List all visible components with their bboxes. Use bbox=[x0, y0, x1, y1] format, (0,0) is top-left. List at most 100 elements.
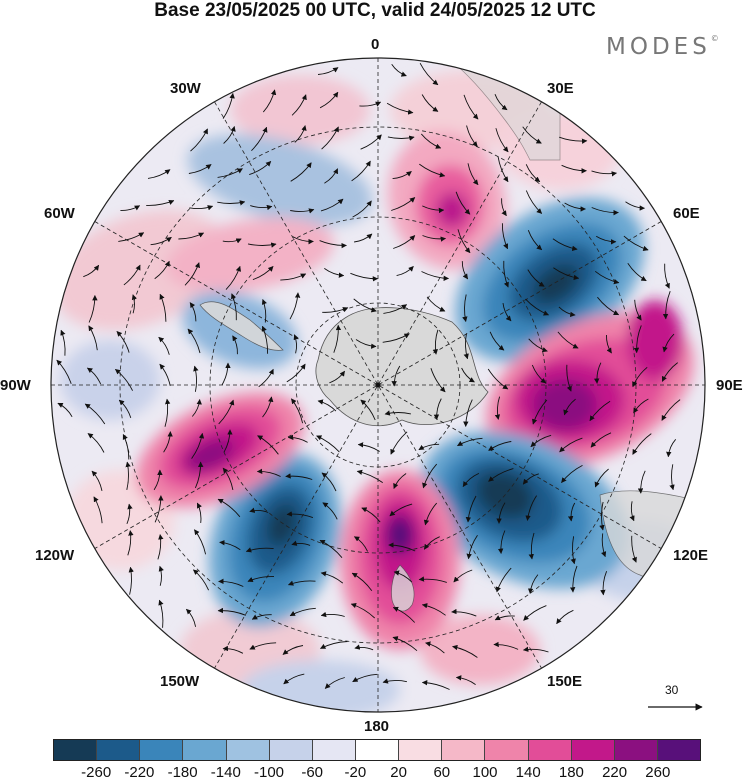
wind-vector bbox=[353, 298, 377, 313]
wind-vector bbox=[122, 434, 130, 460]
wind-vector bbox=[321, 126, 339, 150]
colorbar-swatch-4 bbox=[226, 740, 270, 760]
wind-vector bbox=[154, 260, 170, 280]
wind-vector bbox=[290, 208, 315, 214]
wind-vector bbox=[422, 235, 447, 242]
wind-vector bbox=[452, 644, 478, 658]
wind-vector bbox=[389, 503, 413, 517]
wind-vector bbox=[125, 461, 131, 491]
wind-vector bbox=[147, 169, 171, 179]
wind-vector bbox=[421, 680, 450, 690]
wind-vector bbox=[158, 336, 170, 355]
lon-label-120w: 120W bbox=[35, 547, 75, 564]
lon-label-60e: 60E bbox=[673, 205, 700, 222]
wind-vector bbox=[396, 266, 414, 277]
wind-vector bbox=[631, 535, 637, 563]
wind-vector bbox=[557, 331, 579, 349]
wind-vector bbox=[322, 307, 349, 313]
colorbar-swatch-5 bbox=[269, 740, 313, 760]
wind-vector bbox=[528, 532, 535, 560]
wind-vector bbox=[495, 567, 512, 593]
wind-vector bbox=[382, 333, 410, 343]
colorbar bbox=[53, 739, 701, 761]
wind-vector bbox=[280, 273, 307, 281]
wind-vector bbox=[423, 536, 440, 550]
wind-vector bbox=[217, 200, 246, 206]
wind-vector bbox=[146, 199, 175, 206]
wind-vector bbox=[392, 606, 416, 623]
wind-vector bbox=[317, 399, 337, 412]
wind-vector bbox=[283, 673, 305, 685]
wind-vector bbox=[356, 469, 383, 484]
wind-vector bbox=[324, 268, 345, 278]
wind-vector bbox=[493, 641, 519, 650]
wind-vector bbox=[566, 364, 572, 392]
wind-vector bbox=[634, 299, 642, 321]
wind-vector bbox=[86, 367, 102, 385]
wind-vector bbox=[590, 432, 612, 448]
wind-vector bbox=[290, 162, 312, 182]
wind-vector bbox=[219, 539, 241, 551]
wind-vector bbox=[91, 470, 103, 491]
modes-logo: MODES© bbox=[606, 34, 719, 60]
wind-vector bbox=[291, 94, 307, 116]
wind-vector bbox=[127, 530, 134, 556]
wind-vector bbox=[421, 271, 450, 281]
wind-vector bbox=[159, 363, 171, 386]
wind-vector bbox=[188, 164, 212, 174]
wind-vector bbox=[594, 270, 620, 285]
wind-vector bbox=[320, 571, 344, 584]
wind-vector bbox=[163, 431, 173, 453]
wind-vector bbox=[527, 230, 543, 251]
wind-vector bbox=[559, 136, 588, 144]
wind-vector bbox=[593, 362, 602, 384]
lon-label-30w: 30W bbox=[170, 80, 201, 97]
wind-vector bbox=[455, 191, 471, 215]
wind-vector bbox=[84, 403, 106, 425]
wind-vector bbox=[559, 437, 583, 453]
wind-vector bbox=[319, 539, 343, 558]
wind-vector bbox=[591, 170, 618, 177]
lon-label-90e: 90E bbox=[716, 377, 743, 394]
wind-vector bbox=[457, 437, 483, 447]
wind-vector bbox=[324, 677, 345, 689]
wind-vector bbox=[461, 367, 475, 383]
wind-vector bbox=[463, 399, 473, 427]
wind-vector bbox=[292, 236, 314, 245]
colorbar-tick-label: 100 bbox=[472, 764, 498, 781]
wind-vector bbox=[420, 133, 442, 149]
wind-vector bbox=[191, 432, 205, 459]
wind-vector bbox=[463, 94, 479, 120]
wind-vector bbox=[419, 163, 446, 178]
wind-vector bbox=[257, 435, 279, 455]
wind-vector bbox=[291, 398, 304, 424]
wind-vector bbox=[114, 368, 134, 391]
wind-vector bbox=[361, 507, 381, 523]
wind-vector bbox=[157, 534, 164, 560]
wind-vector bbox=[291, 540, 311, 546]
colorbar-swatch-8 bbox=[399, 740, 443, 760]
wind-vector bbox=[531, 364, 547, 384]
wind-vector bbox=[350, 272, 379, 282]
map-title: Base 23/05/2025 00 UTC, valid 24/05/2025… bbox=[154, 0, 596, 21]
wind-vector bbox=[497, 530, 506, 555]
wind-vector bbox=[316, 435, 340, 453]
colorbar-tick-label: 60 bbox=[433, 764, 451, 781]
colorbar-tick-label: -100 bbox=[253, 764, 285, 781]
wind-vector bbox=[319, 240, 347, 249]
wind-vector bbox=[383, 304, 408, 314]
wind-vector bbox=[462, 294, 468, 323]
wind-vector bbox=[128, 566, 134, 595]
wind-vector bbox=[495, 128, 509, 153]
wind-vector bbox=[597, 296, 620, 316]
wind-vector bbox=[360, 134, 382, 150]
wind-vector bbox=[217, 168, 243, 178]
wind-vector bbox=[225, 265, 242, 290]
wind-vector bbox=[494, 615, 515, 621]
wind-vector bbox=[164, 398, 171, 427]
colorbar-tick-label: -20 bbox=[344, 764, 367, 781]
wind-vector bbox=[564, 202, 586, 212]
wind-vector bbox=[457, 229, 471, 254]
wind-vector bbox=[116, 331, 130, 353]
